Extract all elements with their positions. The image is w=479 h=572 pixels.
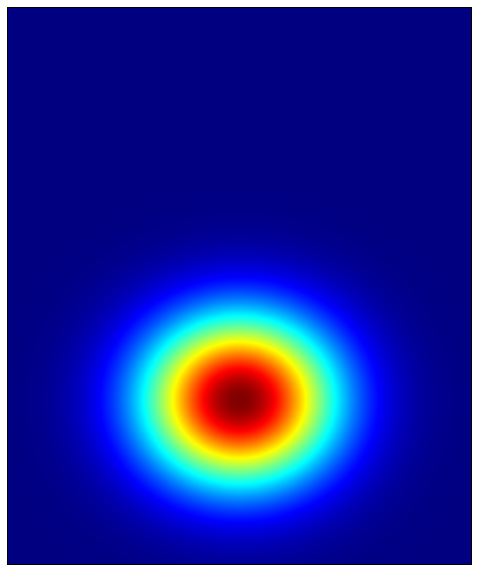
- heatmap-image: [8, 8, 471, 564]
- plot-area: [7, 7, 472, 565]
